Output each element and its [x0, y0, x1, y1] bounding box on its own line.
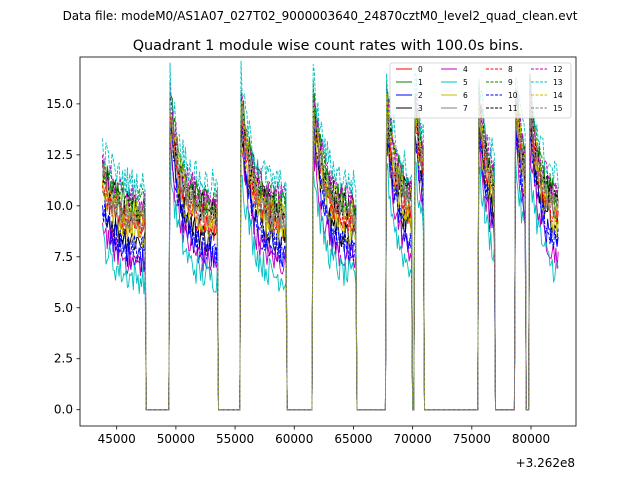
- y-tick-label: 5.0: [54, 301, 73, 315]
- legend-label-8: 8: [508, 65, 513, 74]
- legend-label-6: 6: [463, 91, 468, 100]
- legend-label-14: 14: [553, 91, 563, 100]
- legend-label-2: 2: [418, 91, 423, 100]
- legend-label-12: 12: [553, 65, 563, 74]
- plot-area: [79, 56, 577, 427]
- legend-label-0: 0: [418, 65, 423, 74]
- series-layer: [102, 60, 559, 411]
- legend-label-4: 4: [463, 65, 468, 74]
- x-tick-label: 70000: [394, 432, 432, 446]
- y-tick-label: 7.5: [54, 250, 73, 264]
- series-line-9: [102, 79, 559, 411]
- x-tick-label: 55000: [216, 432, 254, 446]
- x-tick-label: 50000: [157, 432, 195, 446]
- legend-label-10: 10: [508, 91, 518, 100]
- legend-label-9: 9: [508, 78, 513, 87]
- legend-frame: [389, 62, 572, 119]
- series-line-6: [102, 109, 559, 411]
- legend-label-5: 5: [463, 78, 468, 87]
- y-tick-label: 0.0: [54, 403, 73, 417]
- legend-label-11: 11: [508, 104, 518, 113]
- y-axis: 0.0 2.5 5.0 7.5 10.0 12.5 15.0: [46, 97, 80, 417]
- y-tick-label: 2.5: [54, 352, 73, 366]
- y-tick-label: 15.0: [46, 97, 73, 111]
- x-offset-label: +3.262e8: [516, 456, 575, 470]
- legend-label-1: 1: [418, 78, 423, 87]
- legend-label-3: 3: [418, 104, 423, 113]
- x-tick-label: 60000: [275, 432, 313, 446]
- legend-label-15: 15: [553, 104, 563, 113]
- x-tick-label: 80000: [512, 432, 550, 446]
- x-tick-label: 75000: [453, 432, 491, 446]
- x-tick-label: 65000: [334, 432, 372, 446]
- y-tick-label: 12.5: [46, 148, 73, 162]
- plot-background: [80, 57, 576, 426]
- chart-title: Quadrant 1 module wise count rates with …: [133, 38, 524, 54]
- axes-frame: [79, 56, 577, 427]
- series-line-5: [102, 150, 559, 411]
- x-axis: 45000 50000 55000 60000 65000 70000 75000 80000: [98, 426, 550, 446]
- series-line-10: [102, 122, 559, 411]
- series-line-14: [102, 93, 559, 411]
- figure-suptitle: Data file: modeM0/AS1A07_027T02_90000036…: [63, 9, 578, 23]
- series-line-15: [102, 101, 559, 411]
- series-line-8: [102, 109, 559, 411]
- x-tick-label: 45000: [98, 432, 136, 446]
- legend-label-13: 13: [553, 78, 563, 87]
- y-tick-label: 10.0: [46, 199, 73, 213]
- legend-label-7: 7: [463, 104, 468, 113]
- series-line-12: [102, 78, 559, 411]
